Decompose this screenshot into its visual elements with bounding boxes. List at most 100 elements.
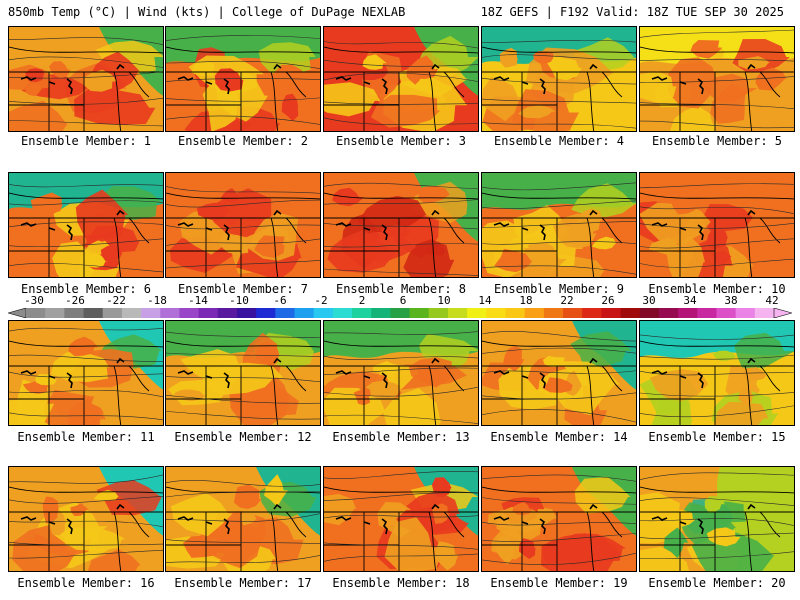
ensemble-member-label: Ensemble Member: 9: [493, 282, 625, 296]
ensemble-member-label: Ensemble Member: 15: [648, 430, 786, 444]
temperature-map: [9, 467, 163, 571]
colorbar-tick-label: -6: [273, 294, 287, 307]
colorbar-swatch: [26, 308, 46, 318]
ensemble-panel: [165, 172, 321, 278]
colorbar-swatch: [198, 308, 219, 318]
colorbar-swatch: [447, 308, 468, 318]
colorbar-swatch: [179, 308, 200, 318]
colorbar-swatch: [64, 308, 85, 318]
ensemble-panel: [323, 320, 479, 426]
temperature-map: [9, 27, 163, 131]
temperature-map: [482, 321, 636, 425]
colorbar-swatch: [217, 308, 238, 318]
colorbar-left-arrow: [8, 308, 27, 318]
colorbar-swatch: [697, 308, 717, 318]
header-valid-time: 18Z GEFS | F192 Valid: 18Z TUE SEP 30 20…: [480, 5, 784, 19]
temperature-map: [324, 173, 478, 277]
temperature-map: [640, 467, 794, 571]
colorbar-tick-label: -10: [229, 294, 249, 307]
colorbar-tick-label: 42: [765, 294, 779, 307]
colorbar-tick-label: 18: [519, 294, 533, 307]
temperature-map: [640, 173, 794, 277]
colorbar-swatch: [45, 308, 65, 318]
ensemble-panel: [8, 26, 164, 132]
ensemble-member-label: Ensemble Member: 10: [648, 282, 786, 296]
colorbar-swatch: [352, 308, 372, 318]
colorbar-swatch: [563, 308, 583, 318]
colorbar-swatch: [639, 308, 660, 318]
temperature-map: [324, 321, 478, 425]
colorbar-tick-label: 22: [560, 294, 574, 307]
ensemble-panel: [323, 26, 479, 132]
colorbar-right-arrow: [773, 308, 792, 318]
ensemble-member-label: Ensemble Member: 18: [332, 576, 470, 590]
colorbar-swatch: [83, 308, 104, 318]
temperature-map: [166, 27, 320, 131]
colorbar-tick-label: 2: [358, 294, 366, 307]
header-title: 850mb Temp (°C) | Wind (kts) | College o…: [8, 5, 406, 19]
colorbar-swatch: [409, 308, 430, 318]
colorbar-swatch: [735, 308, 756, 318]
ensemble-panel: [639, 466, 795, 572]
colorbar-swatch: [582, 308, 602, 318]
ensemble-member-label: Ensemble Member: 2: [177, 134, 309, 148]
colorbar-swatch: [275, 308, 296, 318]
ensemble-member-label: Ensemble Member: 17: [174, 576, 312, 590]
temperature-map: [482, 27, 636, 131]
colorbar-tick-label: 26: [601, 294, 615, 307]
colorbar-strip: [8, 308, 792, 318]
colorbar-tick-label: -22: [106, 294, 126, 307]
temperature-map: [482, 173, 636, 277]
ensemble-member-label: Ensemble Member: 1: [20, 134, 152, 148]
ensemble-member-label: Ensemble Member: 19: [490, 576, 628, 590]
colorbar-swatch: [467, 308, 487, 318]
colorbar-tick-label: 30: [642, 294, 656, 307]
ensemble-panel: [481, 172, 637, 278]
colorbar-swatch: [486, 308, 506, 318]
ensemble-member-label: Ensemble Member: 3: [335, 134, 467, 148]
colorbar-swatch: [141, 308, 161, 318]
temperature-map: [166, 173, 320, 277]
colorbar-tick-label: 6: [399, 294, 407, 307]
colorbar-swatch: [160, 308, 180, 318]
temperature-colorbar: -30 -26 -22 -18 -14 -10 -6 -2 2 6 10 14 18 22 26 30 34 38…: [8, 294, 792, 318]
temperature-map: [9, 173, 163, 277]
temperature-map: [640, 27, 794, 131]
colorbar-swatch: [716, 308, 737, 318]
colorbar-swatch: [236, 308, 257, 318]
ensemble-panel: [8, 466, 164, 572]
ensemble-member-label: Ensemble Member: 4: [493, 134, 625, 148]
colorbar-swatch: [678, 308, 698, 318]
colorbar-swatch: [332, 308, 353, 318]
ensemble-member-label: Ensemble Member: 5: [651, 134, 783, 148]
colorbar-swatch: [620, 308, 641, 318]
ensemble-panel: [323, 466, 479, 572]
colorbar-swatch: [754, 308, 775, 318]
ensemble-panel: [323, 172, 479, 278]
colorbar-tick-label: -26: [65, 294, 85, 307]
temperature-map: [166, 321, 320, 425]
ensemble-member-label: Ensemble Member: 8: [335, 282, 467, 296]
ensemble-panel: [481, 26, 637, 132]
colorbar-tick-label: -14: [188, 294, 208, 307]
colorbar-swatch: [371, 308, 391, 318]
temperature-map: [166, 467, 320, 571]
ensemble-member-label: Ensemble Member: 13: [332, 430, 470, 444]
ensemble-panel: [8, 172, 164, 278]
ensemble-panel: [481, 466, 637, 572]
ensemble-member-label: Ensemble Member: 16: [17, 576, 155, 590]
colorbar-tick-label: 10: [437, 294, 451, 307]
colorbar-tick-label: 38: [724, 294, 738, 307]
colorbar-tick-label: -30: [24, 294, 44, 307]
colorbar-swatch: [524, 308, 545, 318]
colorbar-swatch: [543, 308, 564, 318]
temperature-map: [482, 467, 636, 571]
ensemble-panel: [639, 172, 795, 278]
ensemble-panel: [481, 320, 637, 426]
ensemble-panel: [165, 26, 321, 132]
temperature-map: [324, 27, 478, 131]
ensemble-member-label: Ensemble Member: 11: [17, 430, 155, 444]
colorbar-swatch: [313, 308, 334, 318]
colorbar-swatch: [505, 308, 526, 318]
colorbar-swatch: [102, 308, 123, 318]
